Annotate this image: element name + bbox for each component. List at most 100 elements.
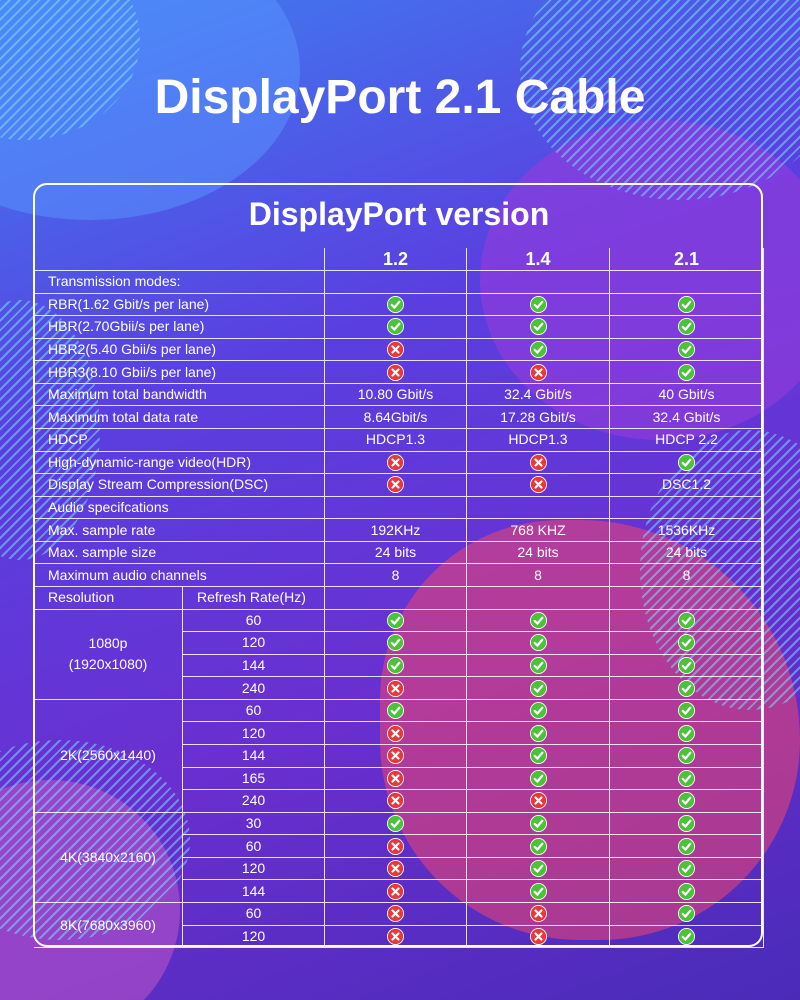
value-cell <box>610 925 764 949</box>
table-heading: DisplayPort version <box>248 196 550 232</box>
check-icon <box>678 340 695 358</box>
value-cell <box>467 293 610 317</box>
check-icon <box>678 656 695 674</box>
value-cell <box>325 677 467 700</box>
refresh-rate: 120 <box>183 857 325 881</box>
refresh-rate: 165 <box>183 767 325 791</box>
refresh-rate: 60 <box>183 609 325 633</box>
check-icon <box>529 769 547 787</box>
check-icon <box>678 882 695 900</box>
value-cell <box>467 609 610 633</box>
check-icon <box>678 679 695 697</box>
resolution-label: 4K(3840x2160) <box>34 812 183 903</box>
value-cell <box>610 316 764 339</box>
cross-icon <box>529 792 547 810</box>
resolution-text: 2K(2560x1440) <box>60 747 156 764</box>
value-cell <box>610 699 764 723</box>
value-cell <box>325 338 467 362</box>
check-icon <box>529 679 547 697</box>
value-cell <box>467 790 610 813</box>
refresh-rate: 60 <box>183 835 325 858</box>
cross-icon <box>387 882 404 900</box>
value-cell: 17.28 Gbit/s <box>467 406 610 429</box>
check-icon <box>678 363 695 381</box>
refresh-header: Refresh Rate(Hz) <box>183 586 325 610</box>
value-cell <box>325 835 467 858</box>
cross-icon <box>387 453 404 471</box>
check-icon <box>529 882 547 900</box>
check-icon <box>529 295 547 313</box>
value-cell <box>610 609 764 633</box>
value-cell: 24 bits <box>467 541 610 565</box>
check-icon <box>678 860 695 878</box>
value-cell <box>325 722 467 745</box>
refresh-rate: 120 <box>183 632 325 655</box>
value-cell <box>610 677 764 700</box>
value-cell: 8 <box>467 564 610 587</box>
check-icon <box>678 769 695 787</box>
value-cell <box>467 474 610 497</box>
row-label: Display Stream Compression(DSC) <box>34 474 325 497</box>
value-cell <box>610 857 764 881</box>
check-icon <box>387 656 404 674</box>
value-cell <box>467 271 610 294</box>
check-icon <box>678 927 695 945</box>
section-label: Transmission modes: <box>34 271 325 294</box>
value-cell <box>467 880 610 903</box>
value-cell: 32.4 Gbit/s <box>610 406 764 429</box>
resolution-text: (1920x1080) <box>68 656 148 673</box>
value-cell <box>467 496 610 520</box>
check-icon <box>678 318 695 336</box>
value-cell: 40 Gbit/s <box>610 383 764 407</box>
resolution-header: Resolution <box>34 586 183 610</box>
section-label: Audio specifcations <box>34 496 325 520</box>
check-icon <box>529 814 547 832</box>
value-cell <box>610 496 764 520</box>
check-icon <box>387 295 404 313</box>
cross-icon <box>387 724 404 742</box>
check-icon <box>678 814 695 832</box>
check-icon <box>387 634 404 652</box>
value-cell <box>610 586 764 610</box>
value-cell <box>467 677 610 700</box>
value-cell <box>325 451 467 475</box>
row-label: Max. sample rate <box>34 519 325 542</box>
value-cell <box>325 361 467 384</box>
value-cell <box>467 451 610 475</box>
value-cell <box>325 925 467 949</box>
cross-icon <box>387 747 404 765</box>
refresh-rate: 120 <box>183 722 325 745</box>
resolution-text: 8K(7680x3960) <box>60 916 156 933</box>
header-cell <box>34 248 325 271</box>
value-cell <box>610 744 764 768</box>
check-icon <box>387 611 404 629</box>
refresh-rate: 60 <box>183 902 325 926</box>
value-cell: 768 KHZ <box>467 519 610 542</box>
value-cell <box>467 812 610 836</box>
check-icon <box>529 837 547 855</box>
cross-icon <box>387 476 404 494</box>
value-cell <box>325 902 467 926</box>
refresh-rate: 240 <box>183 677 325 700</box>
value-cell: 8.64Gbit/s <box>325 406 467 429</box>
value-cell: HDCP1.3 <box>325 428 467 452</box>
check-icon <box>387 814 404 832</box>
cross-icon <box>387 363 404 381</box>
title: DisplayPort 2.1 Cable <box>154 71 646 124</box>
value-cell <box>325 699 467 723</box>
cross-icon <box>387 340 404 358</box>
value-cell <box>467 857 610 881</box>
value-cell <box>610 271 764 294</box>
refresh-rate: 144 <box>183 654 325 678</box>
check-icon <box>678 747 695 765</box>
row-label: HDCP <box>34 428 325 452</box>
value-cell <box>610 338 764 362</box>
row-label: High-dynamic-range video(HDR) <box>34 451 325 475</box>
cross-icon <box>529 363 547 381</box>
check-icon <box>529 318 547 336</box>
value-cell <box>325 767 467 791</box>
value-cell <box>325 293 467 317</box>
check-icon <box>529 724 547 742</box>
check-icon <box>529 702 547 720</box>
